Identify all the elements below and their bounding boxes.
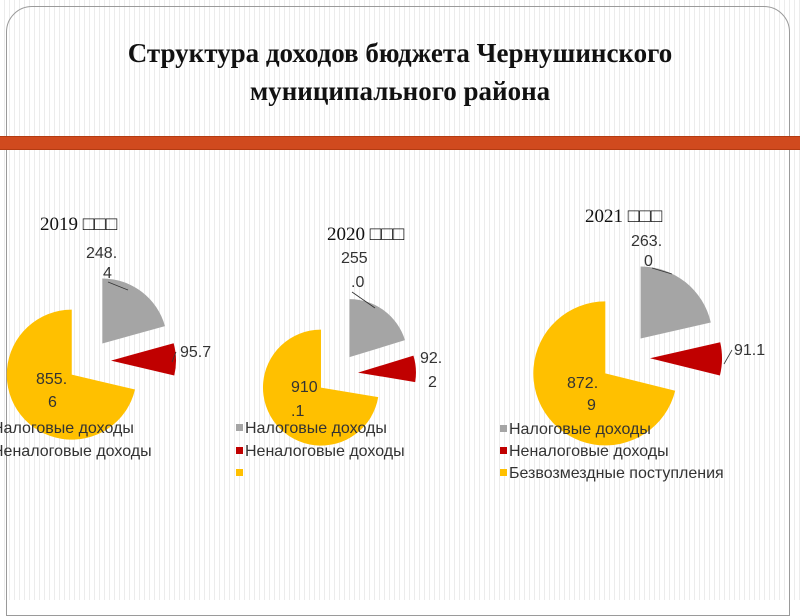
legend-marker: [500, 447, 507, 454]
pie-chart-3: 263. 0 91.1 872. 9 2021 □□□ Налоговые доходы Не…: [500, 206, 765, 482]
legend-entry: Налоговые доходы: [509, 421, 651, 438]
data-label-slice-tax-revenue: 255: [341, 250, 368, 267]
data-label-slice-nontax-revenue: 95.7: [180, 344, 211, 361]
legend-entry: Неналоговые доходы: [245, 443, 405, 460]
legend-marker: [500, 425, 507, 432]
legend-entry: Неналоговые доходы: [0, 443, 152, 460]
chart-legend: Налоговые доходы Неналоговые доходы: [236, 420, 405, 476]
data-label-slice-tax-revenue: 263.: [631, 233, 662, 250]
slice-nontax-revenue: [357, 355, 416, 383]
slice-nontax-revenue: [649, 342, 722, 376]
data-label-slice-tax-revenue: 248.: [86, 245, 117, 262]
legend-marker: [500, 469, 507, 476]
legend-entry: Безвозмездные поступления: [509, 465, 724, 482]
legend-marker: [236, 447, 243, 454]
data-label-slice-grants: 6: [48, 394, 57, 411]
chart-title: 2021 □□□: [585, 206, 663, 227]
legend-marker: [236, 469, 243, 476]
data-label-slice-nontax-revenue: 2: [428, 374, 437, 391]
slide-title: Структура доходов бюджета Чернушинского …: [0, 34, 800, 110]
slice-tax-revenue: [102, 278, 165, 344]
data-label-slice-tax-revenue: .0: [351, 274, 364, 291]
slice-tax-revenue: [349, 299, 405, 358]
chart-title: 2019 □□□: [40, 214, 118, 235]
slice-nontax-revenue: [110, 343, 176, 376]
leader-line: [651, 267, 673, 275]
title-line-2: муниципального района: [249, 76, 551, 106]
data-label-slice-tax-revenue: 4: [103, 265, 112, 282]
pie-charts: 248. 4 95.7 855. 6 2019 □□□ Налоговые доходы Не…: [0, 206, 765, 482]
title-divider-band: [0, 136, 800, 150]
data-label-slice-nontax-revenue: 91.1: [734, 342, 765, 359]
data-label-slice-grants: 910: [291, 379, 318, 396]
pie-chart-1: 248. 4 95.7 855. 6 2019 □□□ Налоговые доходы Не…: [0, 214, 211, 460]
legend-marker: [236, 424, 243, 431]
data-label-slice-grants: 855.: [36, 371, 67, 388]
leader-line: [723, 349, 733, 365]
chart-legend: Налоговые доходы Неналоговые доходы: [0, 420, 152, 460]
leader-line: [107, 281, 129, 291]
slice-grants: [6, 309, 136, 440]
data-label-slice-grants: .1: [291, 403, 304, 420]
slice-grants: [533, 301, 676, 446]
data-label-slice-grants: 872.: [567, 375, 598, 392]
data-label-slice-tax-revenue: 0: [644, 253, 653, 270]
chart-title: 2020 □□□: [327, 224, 405, 245]
slice-grants: [262, 329, 379, 446]
data-label-slice-grants: 9: [587, 397, 596, 414]
legend-entry: Налоговые доходы: [0, 420, 134, 437]
legend-entry: Неналоговые доходы: [509, 443, 669, 460]
legend-entry: Налоговые доходы: [245, 420, 387, 437]
leader-line: [171, 351, 177, 363]
data-label-slice-nontax-revenue: 92.: [420, 350, 442, 367]
chart-legend: Налоговые доходы Неналоговые доходы Безвоз…: [500, 421, 724, 482]
title-line-1: Структура доходов бюджета Чернушинского: [127, 38, 673, 68]
pie-chart-2: 255 .0 92. 2 910 .1 2020 □□□ Налоговые доходы Не…: [236, 224, 442, 476]
slice-tax-revenue: [640, 266, 711, 339]
leader-line: [351, 291, 376, 309]
